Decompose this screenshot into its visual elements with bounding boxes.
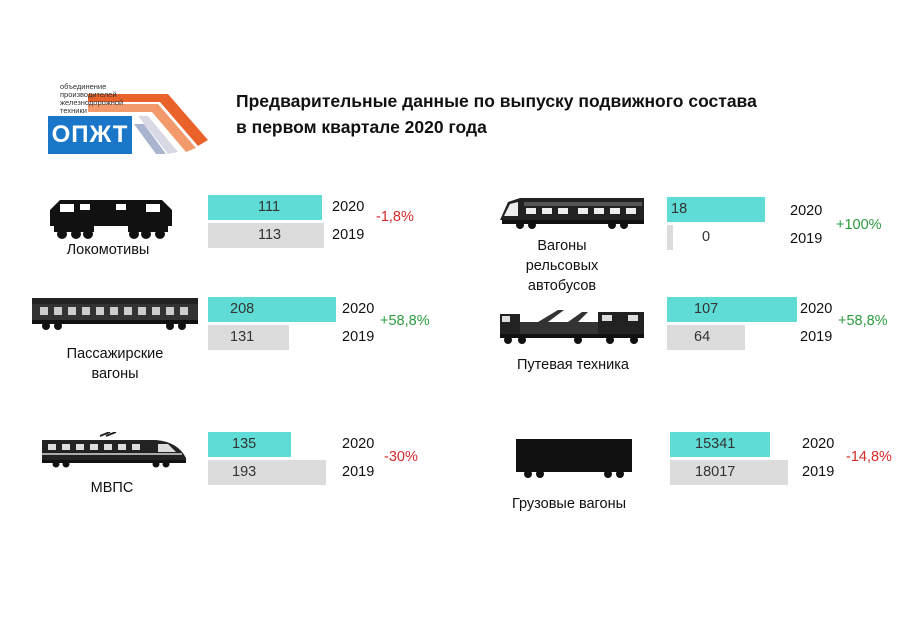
year-label-2019: 2019 bbox=[332, 227, 365, 243]
title-line-2: в первом квартале 2020 года bbox=[236, 117, 487, 137]
change-percent: -1,8% bbox=[376, 209, 414, 225]
category-label: Грузовые вагоны bbox=[511, 496, 627, 512]
bar-2020 bbox=[208, 297, 336, 322]
bar-value-2019: 64 bbox=[694, 329, 711, 345]
bar-value-2020: 15341 bbox=[695, 436, 736, 452]
bar-value-2020: 107 bbox=[694, 301, 719, 317]
bar-2020 bbox=[670, 432, 770, 457]
logo-train-stripes bbox=[88, 94, 208, 154]
year-label-2019: 2019 bbox=[800, 329, 833, 345]
passenger-car-icon bbox=[30, 296, 200, 337]
year-label-2020: 2020 bbox=[332, 199, 365, 215]
track-machine-icon bbox=[498, 306, 648, 351]
category-label: МВПС bbox=[90, 480, 134, 496]
bar-2020 bbox=[208, 432, 291, 457]
logo-abbr: ОПЖТ bbox=[51, 121, 129, 148]
bar-2019 bbox=[208, 223, 324, 248]
opzht-logo: объединение производителей железнодорожн… bbox=[48, 80, 208, 158]
year-label-2020: 2020 bbox=[802, 436, 835, 452]
page-title: Предварительные данные по выпуску подвиж… bbox=[236, 88, 757, 140]
bar-2019 bbox=[667, 225, 673, 250]
change-percent: -14,8% bbox=[846, 449, 892, 465]
railbus-icon bbox=[498, 194, 648, 235]
bar-2020 bbox=[208, 195, 322, 220]
bar-value-2019: 0 bbox=[702, 229, 711, 245]
freight-car-icon bbox=[514, 437, 634, 484]
bar-value-2020: 111 bbox=[258, 199, 281, 215]
bar-value-2019: 131 bbox=[230, 329, 255, 345]
bar-value-2020: 18 bbox=[671, 201, 688, 217]
change-percent: +100% bbox=[836, 217, 882, 233]
bar-2019 bbox=[667, 325, 745, 350]
title-line-1: Предварительные данные по выпуску подвиж… bbox=[236, 91, 757, 111]
bar-value-2020: 208 bbox=[230, 301, 255, 317]
bar-value-2019: 193 bbox=[232, 464, 257, 480]
bar-2019 bbox=[208, 460, 326, 485]
category-label: Пассажирские вагоны bbox=[66, 346, 164, 382]
year-label-2020: 2020 bbox=[790, 203, 823, 219]
change-percent: +58,8% bbox=[838, 313, 888, 329]
category-label: Путевая техника bbox=[516, 357, 629, 373]
change-percent: -30% bbox=[384, 449, 418, 465]
year-label-2020: 2020 bbox=[342, 301, 375, 317]
year-label-2019: 2019 bbox=[342, 329, 375, 345]
bar-value-2019: 18017 bbox=[695, 464, 736, 480]
year-label-2019: 2019 bbox=[790, 231, 823, 247]
bar-2020 bbox=[667, 197, 765, 222]
bar-2020 bbox=[667, 297, 797, 322]
logo-small-text: объединение производителей железнодорожн… bbox=[60, 82, 124, 115]
bar-value-2020: 135 bbox=[232, 436, 257, 452]
bar-2019 bbox=[670, 460, 788, 485]
emu-train-icon bbox=[40, 431, 190, 473]
year-label-2019: 2019 bbox=[802, 464, 835, 480]
year-label-2020: 2020 bbox=[800, 301, 833, 317]
logo-box: ОПЖТ bbox=[48, 116, 132, 154]
locomotive-icon bbox=[46, 196, 176, 245]
year-label-2020: 2020 bbox=[342, 436, 375, 452]
category-label: Вагоны рельсовых автобусов bbox=[525, 238, 599, 294]
category-label: Локомотивы bbox=[66, 242, 150, 258]
change-percent: +58,8% bbox=[380, 313, 430, 329]
bar-2019 bbox=[208, 325, 289, 350]
bar-value-2019: 113 bbox=[258, 227, 282, 243]
year-label-2019: 2019 bbox=[342, 464, 375, 480]
